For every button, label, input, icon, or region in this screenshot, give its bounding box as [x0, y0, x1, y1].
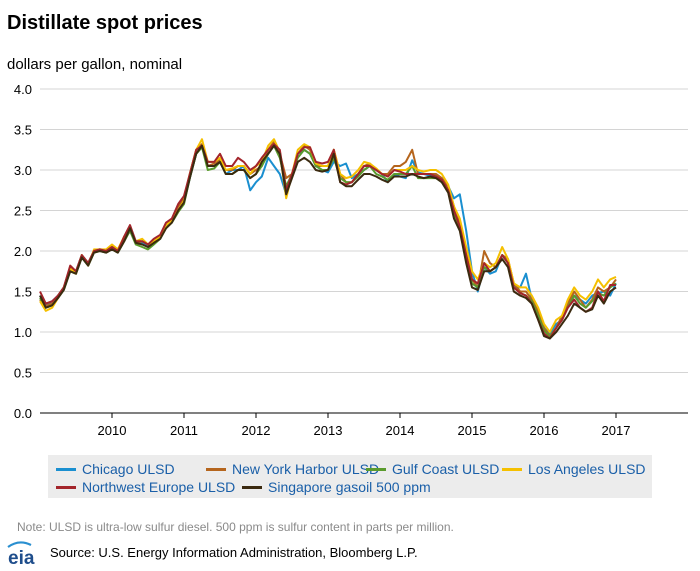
y-tick-label: 1.0	[14, 325, 32, 340]
legend-item-new-york-harbor: New York Harbor ULSD	[206, 461, 379, 477]
x-tick-label: 2013	[314, 423, 343, 438]
legend-swatch-northwest-europe	[56, 485, 76, 489]
legend-swatch-new-york-harbor	[206, 467, 226, 471]
legend-item-chicago: Chicago ULSD	[56, 461, 175, 477]
y-tick-labels: 0.0 0.5 1.0 1.5 2.0 2.5 3.0 3.5 4.0	[14, 82, 32, 421]
legend-swatch-singapore	[242, 485, 262, 489]
legend-label-northwest-europe: Northwest Europe ULSD	[82, 479, 236, 495]
series-lines	[39, 138, 617, 340]
y-tick-label: 3.5	[14, 123, 32, 138]
series-line-2	[39, 144, 617, 338]
series-line-0	[39, 144, 617, 335]
legend-swatch-los-angeles	[502, 467, 522, 471]
x-tick-label: 2012	[242, 423, 271, 438]
gridlines	[40, 88, 688, 373]
legend-label-gulf-coast: Gulf Coast ULSD	[392, 461, 500, 477]
x-tick-label: 2017	[602, 423, 631, 438]
line-chart: 0.0 0.5 1.0 1.5 2.0 2.5 3.0 3.5 4.0 2010 2011 2012…	[14, 82, 688, 438]
chart-legend: Chicago ULSD New York Harbor ULSD Gulf C…	[48, 455, 652, 498]
legend-item-gulf-coast: Gulf Coast ULSD	[366, 461, 499, 477]
y-tick-label: 0.0	[14, 406, 32, 421]
x-tick-label: 2014	[386, 423, 415, 438]
legend-label-los-angeles: Los Angeles ULSD	[528, 461, 646, 477]
legend-item-singapore: Singapore gasoil 500 ppm	[242, 479, 431, 495]
y-tick-label: 4.0	[14, 82, 32, 97]
legend-label-new-york-harbor: New York Harbor ULSD	[232, 461, 380, 477]
x-tick-labels: 2010 2011 2012 2013 2014 2015 2016 2017	[98, 413, 631, 438]
x-tick-label: 2010	[98, 423, 127, 438]
y-tick-label: 2.0	[14, 244, 32, 259]
y-tick-label: 0.5	[14, 366, 32, 381]
x-tick-label: 2011	[170, 423, 198, 438]
chart-source: Source: U.S. Energy Information Administ…	[50, 545, 418, 560]
eia-logo-icon: eia	[7, 541, 35, 568]
chart-note: Note: ULSD is ultra-low sulfur diesel. 5…	[17, 520, 454, 534]
series-line-5	[39, 144, 617, 340]
chart-title: Distillate spot prices	[7, 12, 203, 34]
x-tick-label: 2015	[458, 423, 487, 438]
y-axis-unit-label: dollars per gallon, nominal	[7, 56, 183, 73]
legend-label-singapore: Singapore gasoil 500 ppm	[268, 479, 431, 495]
legend-item-los-angeles: Los Angeles ULSD	[502, 461, 646, 477]
legend-swatch-chicago	[56, 467, 76, 471]
y-tick-label: 2.5	[14, 204, 32, 219]
x-tick-label: 2016	[530, 423, 559, 438]
legend-item-northwest-europe: Northwest Europe ULSD	[56, 479, 235, 495]
y-tick-label: 3.0	[14, 163, 32, 178]
legend-label-chicago: Chicago ULSD	[82, 461, 175, 477]
y-tick-label: 1.5	[14, 285, 32, 300]
logo-text: eia	[8, 548, 35, 568]
legend-swatch-gulf-coast	[366, 467, 386, 471]
